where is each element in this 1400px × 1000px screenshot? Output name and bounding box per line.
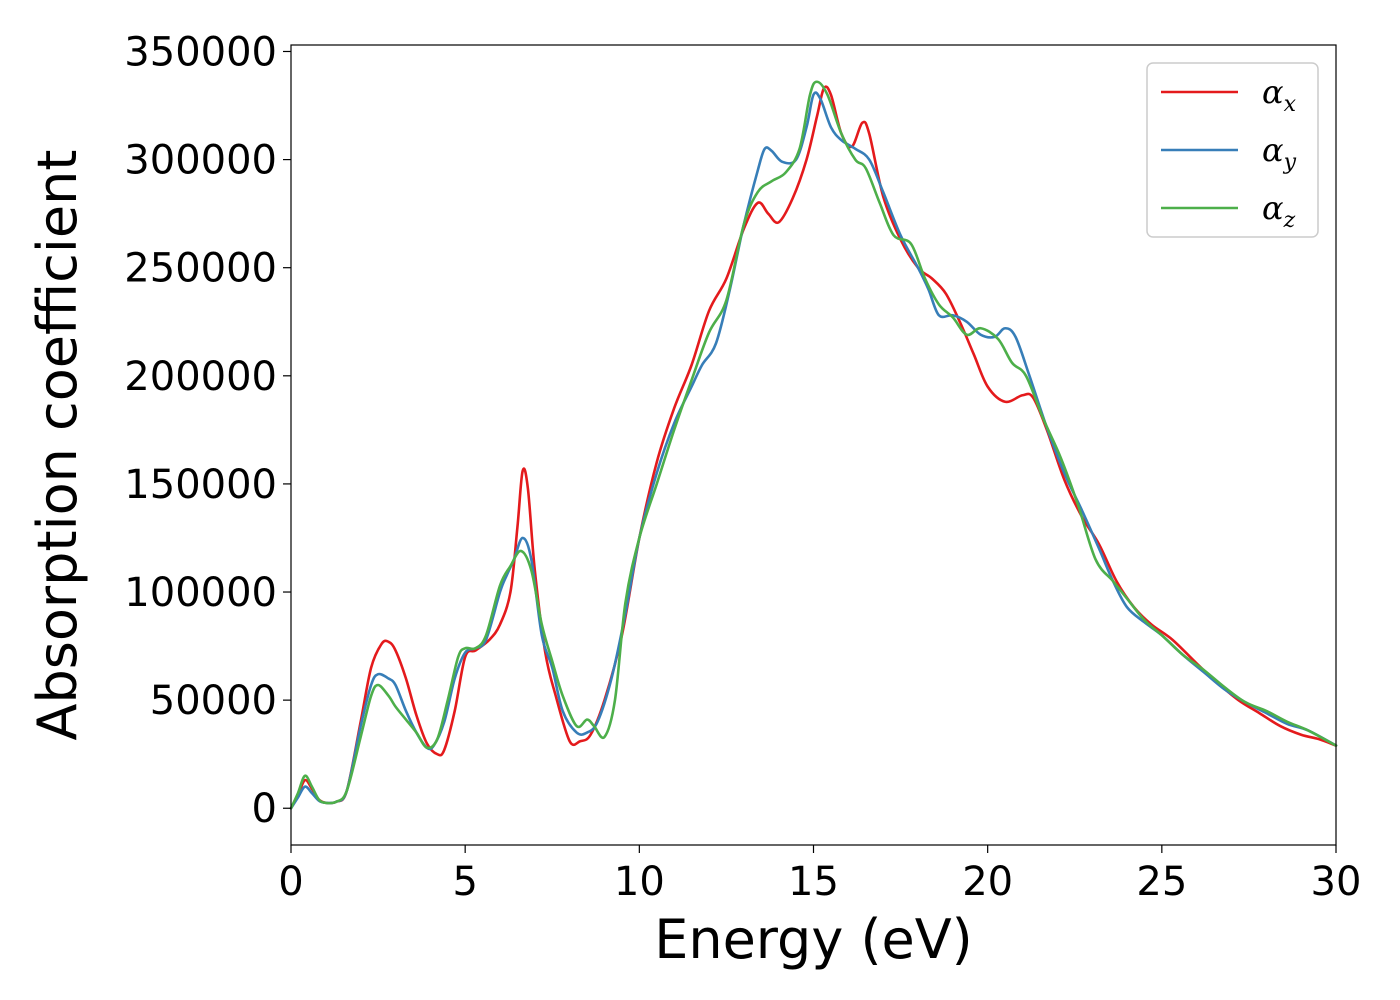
series-line-alpha-z — [289, 80, 1338, 810]
y-axis: 0 50000 100000 150000 200000 250000 300000 3500… — [124, 29, 291, 832]
x-axis-title: Energy (eV) — [654, 908, 973, 971]
x-tick-label: 30 — [1311, 859, 1362, 905]
x-tick-label: 25 — [1136, 859, 1187, 905]
y-tick-label: 300000 — [124, 138, 277, 184]
x-axis: 0 5 10 15 20 25 30 — [278, 845, 1361, 905]
y-tick-label: 250000 — [124, 246, 277, 292]
x-tick-label: 10 — [614, 859, 665, 905]
legend-subscript: z — [1283, 208, 1296, 233]
series-line-alpha-x — [289, 85, 1338, 810]
legend-subscript: y — [1283, 150, 1297, 175]
y-tick-label: 0 — [252, 786, 277, 832]
legend-label-alpha-x: αx — [1262, 73, 1297, 117]
series-layer — [289, 80, 1338, 810]
y-tick-label: 100000 — [124, 570, 277, 616]
y-tick-label: 150000 — [124, 462, 277, 508]
y-tick-label: 200000 — [124, 354, 277, 400]
legend-symbol: α — [1262, 73, 1284, 111]
legend-subscript: x — [1284, 92, 1297, 117]
legend-label-alpha-y: αy — [1262, 131, 1297, 175]
x-tick-label: 20 — [962, 859, 1013, 905]
x-tick-label: 5 — [452, 859, 477, 905]
y-tick-label: 350000 — [124, 29, 277, 75]
y-tick-label: 50000 — [150, 678, 277, 724]
x-tick-label: 15 — [788, 859, 839, 905]
legend-symbol: α — [1262, 131, 1284, 169]
y-axis-title: Absorption coefficient — [26, 150, 89, 741]
legend-symbol: α — [1262, 189, 1284, 227]
legend-label-alpha-z: αz — [1262, 189, 1296, 233]
x-tick-label: 0 — [278, 859, 303, 905]
